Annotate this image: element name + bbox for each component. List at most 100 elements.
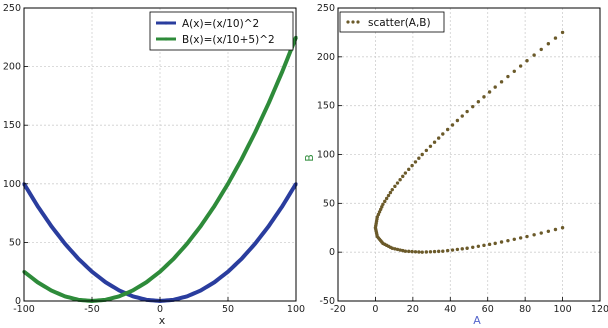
x-tick-label: 20: [407, 304, 419, 315]
scatter-point: [499, 240, 504, 244]
data-point: [280, 204, 284, 208]
scatter-point: [380, 205, 384, 209]
legend-marker: [346, 20, 350, 24]
x-tick-label: 0: [372, 304, 378, 315]
y-tick-label: 150: [317, 101, 335, 112]
scatter-point: [384, 196, 389, 201]
data-point: [253, 130, 257, 134]
scatter-point: [525, 59, 529, 63]
y-tick-label: -50: [319, 296, 335, 307]
scatter-point: [465, 109, 469, 114]
scatter-point: [436, 136, 441, 140]
scatter-point: [539, 47, 543, 52]
scatter-point: [395, 181, 400, 185]
y-tick-label: 0: [15, 296, 21, 307]
scatter-point: [487, 242, 492, 247]
legend-marker: [164, 21, 168, 25]
data-point: [267, 224, 271, 228]
x-axis-label: A: [473, 314, 481, 327]
data-point: [104, 280, 108, 284]
data-point: [253, 241, 257, 246]
data-point: [280, 69, 284, 73]
scatter-point: [441, 132, 445, 136]
scatter-point: [539, 231, 543, 235]
scatter-point: [383, 199, 387, 204]
x-tick-label: 0: [157, 304, 163, 315]
data-point: [63, 241, 67, 246]
data-point: [240, 257, 244, 261]
scatter-point: [471, 245, 475, 249]
x-tick-label: 100: [287, 304, 305, 315]
x-tick-label: 120: [591, 304, 608, 315]
data-point: [240, 157, 244, 161]
axes-frame: [337, 7, 601, 302]
data-point: [90, 270, 94, 274]
legend-marker: [351, 20, 355, 24]
scatter-point: [455, 118, 460, 123]
scatter-point: [460, 114, 464, 118]
data-point: [226, 270, 230, 274]
data-point: [185, 241, 189, 246]
scatter-point: [493, 241, 497, 246]
scatter-point: [553, 36, 558, 40]
y-axis-label: B: [303, 154, 316, 162]
data-point: [226, 182, 230, 186]
scatter-point: [506, 238, 510, 243]
scatter-point: [476, 100, 481, 104]
scatter-point: [560, 226, 565, 230]
data-point: [76, 257, 80, 261]
scatter-point: [395, 247, 400, 252]
scatter-point: [441, 249, 445, 253]
scatter-point: [401, 248, 405, 253]
scatter-point: [512, 237, 516, 241]
scatter-point: [375, 215, 379, 219]
scatter-point: [403, 249, 408, 253]
scatter-point: [487, 90, 492, 94]
legend-label: scatter(A,B): [368, 17, 431, 29]
x-tick-label: 50: [222, 304, 234, 315]
legend-label: A(x)=(x/10)^2: [182, 18, 259, 30]
scatter-point: [436, 249, 441, 254]
scatter-point: [450, 248, 455, 252]
scatter-point: [413, 160, 418, 164]
y-tick-label: 50: [9, 237, 21, 248]
scatter-point: [445, 127, 450, 132]
legend-box: [149, 11, 294, 51]
scatter-point: [482, 95, 486, 99]
x-tick-label: -100: [13, 304, 35, 315]
data-point: [49, 288, 53, 293]
scatter-point: [546, 42, 551, 46]
scatter-point: [465, 246, 469, 250]
scatter-point: [482, 243, 486, 248]
scatter-point: [386, 193, 391, 198]
data-point: [131, 294, 135, 298]
x-tick-label: 40: [444, 304, 456, 315]
data-point: [36, 280, 40, 284]
y-tick-label: 250: [317, 3, 335, 14]
scatter-point: [417, 250, 421, 254]
scatter-point: [410, 249, 414, 254]
x-tick-label: 100: [554, 304, 572, 315]
data-point: [172, 257, 176, 261]
x-tick-label: 80: [519, 304, 531, 315]
scatter-point: [420, 250, 424, 254]
y-tick-label: 150: [3, 120, 21, 131]
scatter-point: [455, 247, 460, 252]
x-tick-label: -50: [84, 304, 100, 315]
data-point: [144, 280, 148, 284]
scatter-point: [378, 207, 383, 212]
scatter-point: [432, 140, 437, 144]
scatter-point: [560, 30, 565, 35]
scatter-point: [420, 152, 424, 157]
scatter-point: [518, 236, 523, 240]
scatter-point: [393, 247, 397, 251]
scatter-point: [428, 144, 433, 148]
scatter-point: [377, 210, 382, 214]
x-tick-label: -20: [330, 304, 346, 315]
data-point: [185, 294, 189, 298]
data-point: [131, 288, 135, 293]
scatter-point: [532, 233, 536, 237]
scatter-point: [407, 249, 411, 254]
y-tick-label: 100: [3, 179, 21, 190]
scatter-point: [401, 174, 405, 179]
